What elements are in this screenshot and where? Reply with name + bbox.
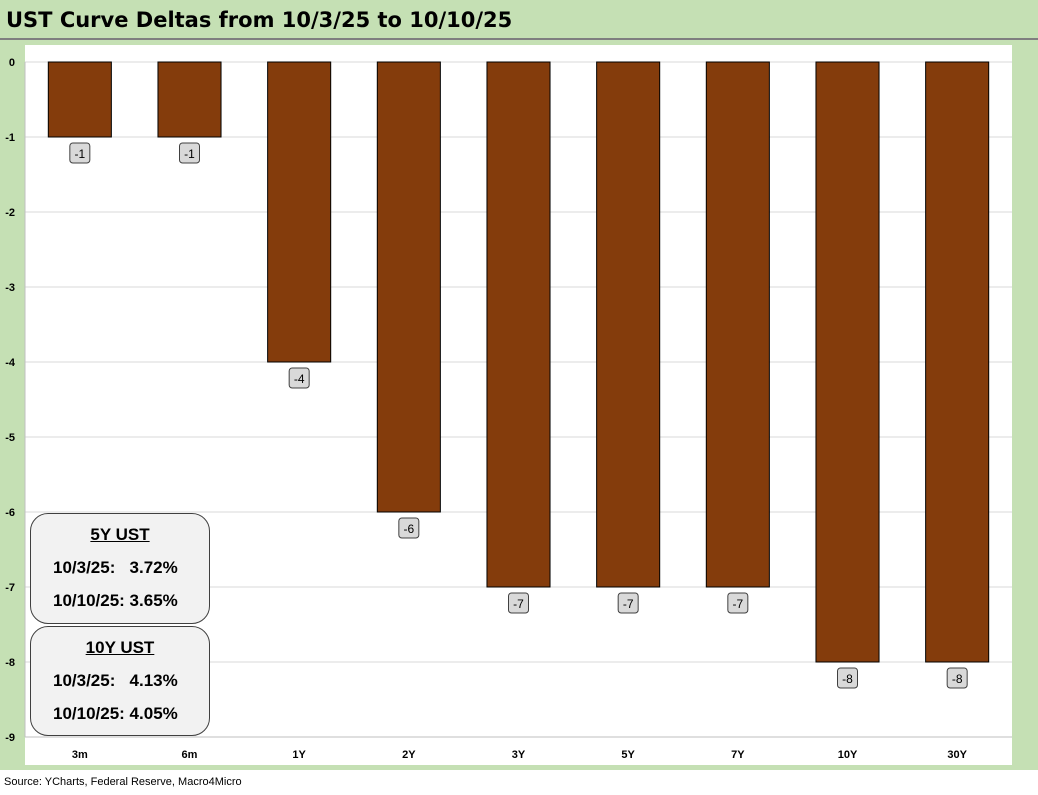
x-tick-label: 6m [182, 749, 198, 761]
bar-7y [705, 61, 770, 588]
data-label-box [617, 592, 639, 614]
bar-1y [267, 61, 332, 363]
chart-title: UST Curve Deltas from 10/3/25 to 10/10/2… [6, 8, 513, 32]
bar-10y [815, 61, 880, 663]
data-label: -1 [74, 147, 85, 161]
callout-10y-line1: 10/3/25: 4.13% [53, 671, 178, 690]
y-tick-label: -5 [5, 432, 15, 444]
y-tick-label: 0 [9, 57, 15, 69]
x-tick-label: 3Y [512, 749, 526, 761]
y-tick-label: -2 [5, 207, 15, 219]
callout-10y-ust: 10Y UST 10/3/25: 4.13% 10/10/25: 4.05% [30, 626, 210, 736]
y-tick-label: -6 [5, 507, 15, 519]
data-label: -7 [623, 597, 634, 611]
callout-5y-ust: 5Y UST 10/3/25: 3.72% 10/10/25: 3.65% [30, 513, 210, 624]
data-label-box [288, 367, 310, 389]
x-tick-label: 3m [72, 749, 88, 761]
x-tick-label: 1Y [292, 749, 306, 761]
data-label: -8 [842, 672, 853, 686]
callout-5y-line1: 10/3/25: 3.72% [53, 558, 178, 577]
data-label-box [727, 592, 749, 614]
bar-5y [596, 61, 661, 588]
bar-chart: 0 -1 -2 -3 -4 -5 -6 -7 -8 -9 -1 3m -1 6m -4 1Y -6 2Y -7 3Y -… [5, 57, 1012, 761]
y-tick-label: -4 [5, 357, 16, 369]
data-label-box [398, 517, 420, 539]
bar-3m [47, 61, 112, 138]
x-tick-label: 30Y [947, 749, 967, 761]
bar-6m [157, 61, 222, 138]
data-label-box [837, 667, 858, 689]
y-tick-label: -9 [5, 732, 15, 744]
bar-2y [376, 61, 441, 513]
data-label-box [946, 667, 968, 689]
callout-10y-header: 10Y UST [85, 638, 155, 657]
callout-10y-line2: 10/10/25: 4.05% [53, 704, 178, 723]
bar-30y [925, 61, 990, 663]
x-tick-label: 5Y [621, 749, 635, 761]
data-label-box [69, 142, 91, 164]
x-tick-label: 2Y [402, 749, 416, 761]
title-divider [0, 38, 1038, 40]
callout-5y-line2: 10/10/25: 3.65% [53, 591, 178, 610]
data-label: -8 [952, 672, 963, 686]
y-tick-label: -7 [5, 582, 15, 594]
bar-3y [486, 61, 551, 588]
y-tick-label: -8 [5, 657, 15, 669]
callout-5y-header: 5Y UST [90, 525, 150, 544]
x-tick-label: 10Y [838, 749, 858, 761]
y-tick-label: -1 [5, 132, 15, 144]
data-label: -6 [403, 522, 414, 536]
data-label: -7 [513, 597, 524, 611]
data-label: -7 [732, 597, 743, 611]
x-tick-label: 7Y [731, 749, 745, 761]
data-label-box [179, 142, 200, 164]
source-note: Source: YCharts, Federal Reserve, Macro4… [4, 776, 242, 788]
data-label: -1 [184, 147, 195, 161]
data-label: -4 [294, 372, 305, 386]
y-tick-label: -3 [5, 282, 15, 294]
data-label-box [508, 592, 529, 614]
